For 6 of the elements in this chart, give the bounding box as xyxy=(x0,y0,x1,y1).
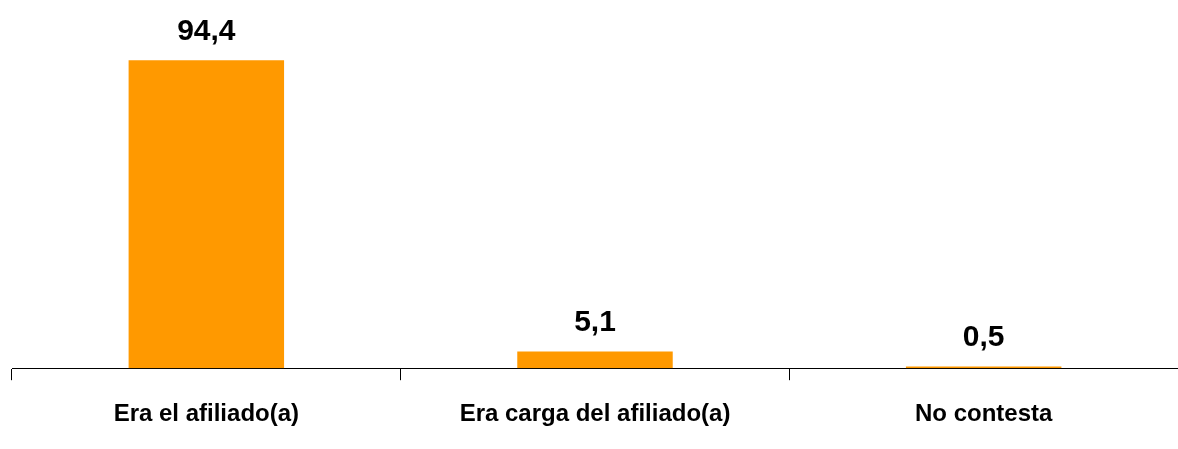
data-label: 0,5 xyxy=(962,318,1005,352)
x-tick-label: No contesta xyxy=(914,399,1053,427)
x-tick-label: Era el afiliado(a) xyxy=(113,399,300,427)
data-label: 5,1 xyxy=(574,303,616,337)
data-label: 94,4 xyxy=(177,12,236,46)
x-tick-label: Era carga del afiliado(a) xyxy=(459,399,731,427)
